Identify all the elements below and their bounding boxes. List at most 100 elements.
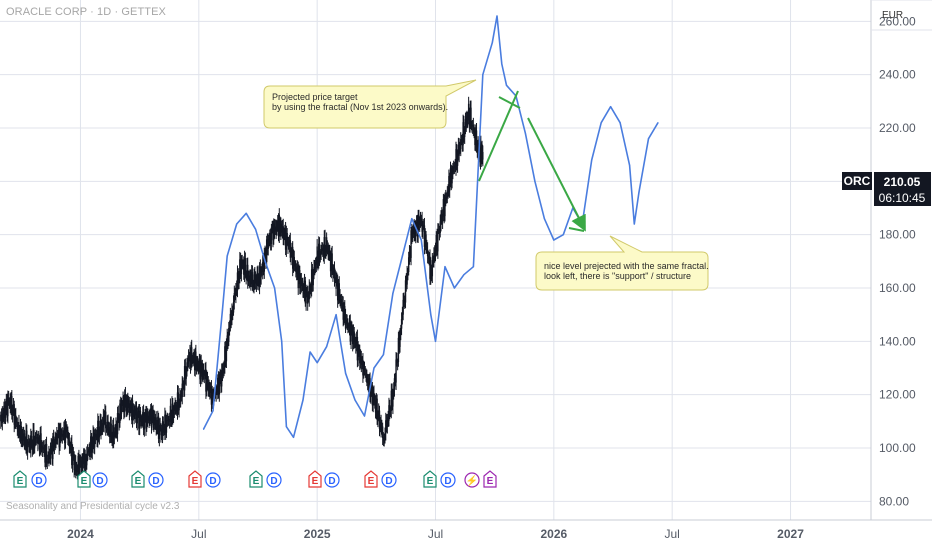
candle-body xyxy=(195,351,197,365)
candle-body xyxy=(290,254,292,258)
candle-body xyxy=(93,432,95,448)
callout-top[interactable]: Projected price target by using the frac… xyxy=(272,92,448,112)
split-marker[interactable]: ⚡ xyxy=(464,472,480,488)
candle-body xyxy=(90,436,92,453)
candle-body xyxy=(397,337,400,363)
candle-body xyxy=(184,366,187,379)
candle-body xyxy=(117,413,120,420)
candle-body xyxy=(56,434,58,441)
candle-body xyxy=(362,359,364,376)
candle-body xyxy=(14,415,16,425)
callout-bottom[interactable]: nice level prejected with the same fract… xyxy=(544,261,709,281)
candle-body xyxy=(439,221,441,234)
candle-body xyxy=(179,394,182,400)
candle-body xyxy=(167,419,169,421)
candle-body xyxy=(396,359,398,363)
candle-body xyxy=(434,252,436,257)
earnings-marker[interactable]: E xyxy=(13,470,27,488)
candle-body xyxy=(466,116,468,125)
candle-body xyxy=(373,392,375,401)
candle-body xyxy=(344,316,347,329)
candle-body xyxy=(103,416,105,426)
earnings-marker[interactable]: E xyxy=(308,470,322,488)
candle-body xyxy=(270,227,273,245)
candle-body xyxy=(34,437,37,440)
candle-body xyxy=(304,280,307,304)
dividend-marker[interactable]: D xyxy=(205,472,221,488)
candle-body xyxy=(404,300,406,303)
candle-body xyxy=(318,243,321,259)
earnings-marker[interactable]: E xyxy=(131,470,145,488)
candle-body xyxy=(333,267,336,280)
dividend-marker[interactable]: D xyxy=(92,472,108,488)
candle-body xyxy=(400,328,402,334)
candle-body xyxy=(295,266,297,271)
dividend-marker[interactable]: D xyxy=(324,472,340,488)
candle-body xyxy=(461,139,464,146)
fractal-point xyxy=(482,74,484,76)
candle-body xyxy=(452,170,454,172)
fractal-point xyxy=(354,399,356,401)
candle-body xyxy=(358,347,360,351)
dividend-marker[interactable]: D xyxy=(440,472,456,488)
candle-body xyxy=(474,131,476,146)
candle-body xyxy=(350,325,352,342)
candle-body xyxy=(363,366,366,369)
candle-body xyxy=(4,405,6,418)
earnings-marker[interactable]: E xyxy=(188,470,202,488)
candle-body xyxy=(275,226,277,232)
candle-body xyxy=(402,299,404,315)
candle-body xyxy=(438,229,441,234)
earnings-marker[interactable]: E xyxy=(423,470,437,488)
candle-body xyxy=(60,435,63,437)
earnings-marker[interactable]: E xyxy=(364,470,378,488)
candle-body xyxy=(250,276,252,285)
candle-body xyxy=(368,378,370,389)
candle-body xyxy=(298,270,300,278)
candle-body xyxy=(359,350,361,364)
candle-body xyxy=(83,453,86,468)
event-marker-label: D xyxy=(96,476,103,487)
time-tick-label: Jul xyxy=(191,527,206,541)
candle-body xyxy=(441,216,444,222)
candle-body xyxy=(79,460,82,462)
candle-body xyxy=(224,346,226,368)
currency-label[interactable]: EUR xyxy=(882,10,904,21)
event-marker-label: D xyxy=(385,476,392,487)
candle-body xyxy=(128,403,131,413)
symbol-title[interactable]: ORACLE CORP · 1D · GETTEX xyxy=(6,6,166,18)
candle-body xyxy=(392,393,394,407)
candle-body xyxy=(119,403,121,424)
candle-body xyxy=(180,394,183,398)
event-marker-label: D xyxy=(270,476,277,487)
earnings-marker[interactable]: E xyxy=(77,470,91,488)
dividend-marker[interactable]: D xyxy=(381,472,397,488)
candle-body xyxy=(16,421,19,430)
dividend-marker[interactable]: D xyxy=(148,472,164,488)
candle-body xyxy=(73,456,75,471)
indicator-label[interactable]: Seasonality and Presidential cycle v2.3 xyxy=(6,501,180,512)
candle-body xyxy=(42,447,45,450)
dividend-marker[interactable]: D xyxy=(31,472,47,488)
candle-body xyxy=(318,243,320,264)
candle-body xyxy=(383,437,385,440)
time-axis-labels: 2024 Jul 2025 Jul 2026 Jul 2027 xyxy=(67,527,804,541)
price-tick-label: 100.00 xyxy=(879,441,916,455)
candle-body xyxy=(89,449,91,453)
earnings-marker[interactable]: E xyxy=(483,470,497,488)
candle-body xyxy=(214,394,217,396)
candle-body xyxy=(54,437,56,447)
candle-body xyxy=(374,400,376,403)
candle-body xyxy=(2,413,4,418)
dividend-marker[interactable]: D xyxy=(266,472,282,488)
candle-body xyxy=(255,277,258,286)
candle-body xyxy=(291,246,293,255)
candle-body xyxy=(463,122,465,138)
fractal-point xyxy=(245,212,247,214)
candle-body xyxy=(169,405,172,422)
candle-body xyxy=(400,319,403,329)
candle-body xyxy=(238,276,240,284)
candle-body xyxy=(312,273,314,286)
earnings-marker[interactable]: E xyxy=(249,470,263,488)
